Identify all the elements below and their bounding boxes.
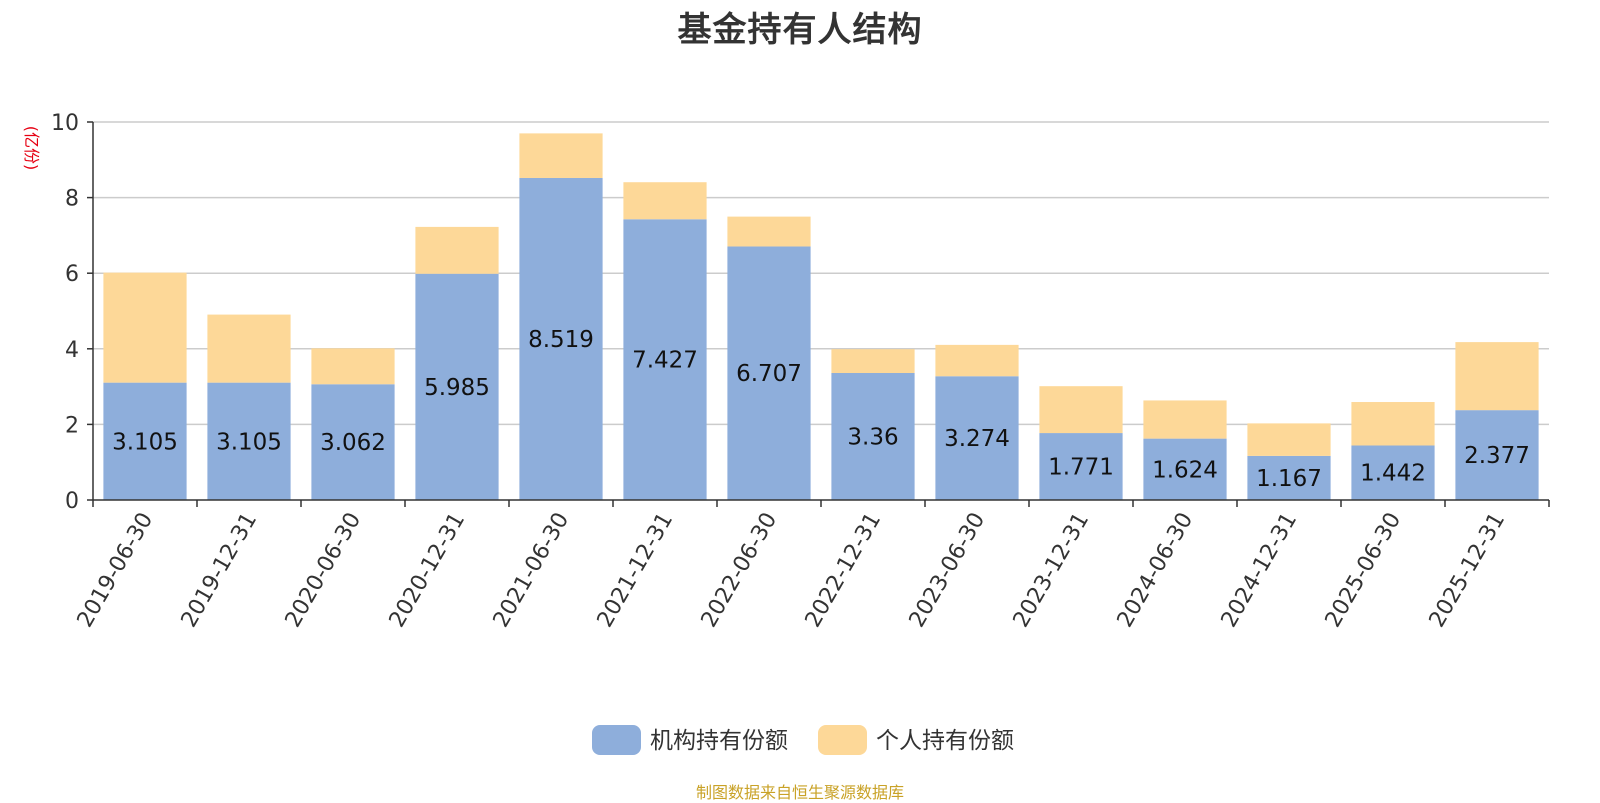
y-axis-unit-label: (亿份) bbox=[22, 126, 41, 171]
data-label-institutional: 6.707 bbox=[736, 361, 802, 387]
labels-layer: 3.105 3.105 3.062 5.985 8.519 7.427 6.707 3.36 3… bbox=[112, 327, 1530, 492]
bar-institutional bbox=[103, 382, 187, 500]
legend-item-individual: 个人持有份额 bbox=[818, 725, 1014, 755]
bar-individual bbox=[1247, 423, 1331, 456]
bar-individual bbox=[311, 348, 395, 385]
x-tick-label: 2020-12-31 bbox=[385, 509, 471, 632]
y-tick-label: 0 bbox=[65, 489, 79, 514]
bar-individual bbox=[1455, 342, 1539, 411]
bar-institutional bbox=[415, 273, 499, 500]
legend-item-institutional: 机构持有份额 bbox=[592, 725, 788, 755]
bar-institutional bbox=[623, 219, 707, 500]
x-tick-label: 2024-12-31 bbox=[1217, 509, 1303, 632]
data-label-institutional: 3.062 bbox=[320, 430, 386, 456]
x-tick-label: 2022-06-30 bbox=[697, 509, 783, 632]
data-label-institutional: 1.167 bbox=[1256, 466, 1322, 492]
bar-individual bbox=[623, 182, 707, 220]
x-tick-label: 2019-12-31 bbox=[177, 509, 263, 632]
x-tick-label: 2023-12-31 bbox=[1009, 509, 1095, 632]
data-label-institutional: 1.624 bbox=[1152, 457, 1218, 483]
bar-institutional bbox=[1247, 455, 1331, 500]
bar-individual bbox=[415, 226, 499, 274]
data-source-footer: 制图数据来自恒生聚源数据库 bbox=[695, 783, 904, 802]
bars-layer bbox=[103, 133, 1539, 500]
data-label-institutional: 3.105 bbox=[216, 429, 282, 455]
x-tick-label: 2025-12-31 bbox=[1425, 509, 1511, 632]
bar-institutional bbox=[831, 372, 915, 500]
legend: 机构持有份额 个人持有份额 bbox=[592, 725, 1014, 755]
bar-individual bbox=[103, 272, 187, 383]
bar-institutional bbox=[519, 177, 603, 500]
x-tick-label: 2021-12-31 bbox=[593, 509, 679, 632]
bar-individual bbox=[1143, 400, 1227, 439]
data-label-institutional: 2.377 bbox=[1464, 443, 1530, 469]
bar-institutional bbox=[1455, 410, 1539, 500]
x-tick-label: 2022-12-31 bbox=[801, 509, 887, 632]
y-tick-label: 6 bbox=[65, 262, 79, 287]
legend-swatch bbox=[818, 725, 867, 755]
y-tick-label: 8 bbox=[65, 187, 79, 212]
bar-institutional bbox=[1039, 433, 1123, 500]
bar-institutional bbox=[311, 384, 395, 500]
bar-institutional bbox=[1351, 445, 1435, 500]
data-label-institutional: 7.427 bbox=[632, 348, 698, 374]
bar-individual bbox=[207, 314, 291, 383]
legend-swatch bbox=[592, 725, 641, 755]
bar-individual bbox=[831, 349, 915, 373]
data-label-institutional: 1.442 bbox=[1360, 461, 1426, 487]
data-label-institutional: 5.985 bbox=[424, 375, 490, 401]
x-tick-label: 2025-06-30 bbox=[1321, 509, 1407, 632]
bar-institutional bbox=[727, 246, 811, 500]
bar-individual bbox=[1039, 386, 1123, 434]
data-label-institutional: 8.519 bbox=[528, 327, 594, 353]
bar-institutional bbox=[207, 382, 291, 500]
y-tick-label: 10 bbox=[51, 111, 79, 136]
bar-individual bbox=[727, 216, 811, 247]
data-label-institutional: 3.274 bbox=[944, 426, 1010, 452]
data-label-institutional: 3.105 bbox=[112, 429, 178, 455]
data-label-institutional: 1.771 bbox=[1048, 455, 1114, 481]
x-tick-label: 2024-06-30 bbox=[1113, 509, 1199, 632]
y-tick-label: 2 bbox=[65, 413, 79, 438]
legend-label: 机构持有份额 bbox=[650, 728, 788, 754]
x-tick-label: 2019-06-30 bbox=[73, 509, 159, 632]
x-tick-label: 2023-06-30 bbox=[905, 509, 991, 632]
bar-institutional bbox=[1143, 438, 1227, 500]
data-label-institutional: 3.36 bbox=[847, 424, 898, 450]
x-tick-label: 2021-06-30 bbox=[489, 509, 575, 632]
bar-individual bbox=[1351, 402, 1435, 446]
legend-label: 个人持有份额 bbox=[876, 728, 1014, 754]
bar-institutional bbox=[935, 376, 1019, 500]
chart-title: 基金持有人结构 bbox=[677, 10, 923, 50]
y-tick-label: 4 bbox=[65, 338, 79, 363]
bar-individual bbox=[519, 133, 603, 178]
bar-individual bbox=[935, 344, 1019, 377]
x-tick-label: 2020-06-30 bbox=[281, 509, 367, 632]
